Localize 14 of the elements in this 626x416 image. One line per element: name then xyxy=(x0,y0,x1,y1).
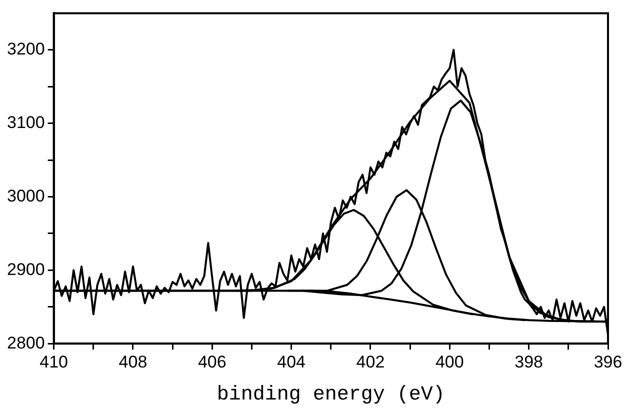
y-tick-label: 2800 xyxy=(6,333,45,352)
x-tick-label: 406 xyxy=(198,352,226,372)
y-tick-label: 3100 xyxy=(6,113,45,132)
x-tick-label: 400 xyxy=(435,352,464,372)
y-tick-label: 2900 xyxy=(6,260,45,279)
x-tick-label: 408 xyxy=(118,352,148,372)
x-tick-label: 410 xyxy=(40,352,68,372)
x-axis-title: binding energy (eV) xyxy=(216,383,445,406)
y-tick-label: 3200 xyxy=(6,40,45,59)
x-tick-label: 402 xyxy=(356,352,385,372)
x-tick-label: 396 xyxy=(594,352,622,372)
x-tick-label: 398 xyxy=(514,352,544,372)
x-tick-label: 404 xyxy=(277,352,306,372)
y-tick-label: 3000 xyxy=(6,186,45,206)
